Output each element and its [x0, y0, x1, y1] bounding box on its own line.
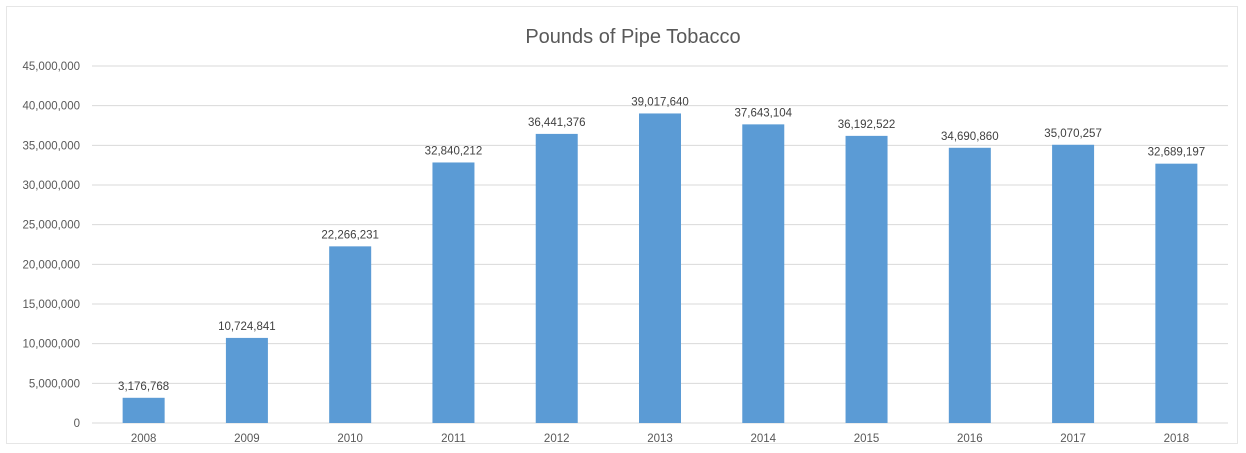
x-tick-label: 2008	[131, 433, 157, 445]
bar-2012	[535, 133, 578, 423]
y-tick-label: 35,000,000	[22, 140, 80, 152]
data-label-2017: 35,070,257	[1044, 128, 1102, 140]
data-label-2013: 39,017,640	[631, 96, 689, 108]
bar-2010	[329, 246, 372, 423]
data-label-2010: 22,266,231	[321, 229, 379, 241]
x-tick-label: 2012	[544, 433, 570, 445]
data-label-2015: 36,192,522	[838, 119, 896, 131]
y-tick-label: 15,000,000	[22, 299, 80, 311]
y-tick-label: 5,000,000	[29, 378, 80, 390]
bar-2014	[742, 124, 785, 423]
bar-2008	[122, 397, 165, 423]
data-label-2018: 32,689,197	[1148, 147, 1206, 159]
y-tick-label: 20,000,000	[22, 259, 80, 271]
bars	[122, 113, 1198, 424]
bar-2009	[225, 337, 268, 423]
x-tick-label: 2015	[854, 433, 880, 445]
data-label-2008: 3,176,768	[118, 381, 169, 393]
x-tick-label: 2009	[234, 433, 260, 445]
y-tick-label: 40,000,000	[22, 101, 80, 113]
data-label-2016: 34,690,860	[941, 131, 999, 143]
y-tick-label: 30,000,000	[22, 180, 80, 192]
bar-2018	[1155, 163, 1198, 423]
y-tick-label: 0	[74, 418, 80, 430]
gridlines	[92, 65, 1228, 424]
bar-2017	[1052, 144, 1095, 424]
x-tick-label: 2010	[337, 433, 363, 445]
x-tick-label: 2018	[1164, 433, 1190, 445]
x-tick-label: 2013	[647, 433, 673, 445]
y-tick-label: 25,000,000	[22, 220, 80, 232]
x-tick-label: 2016	[957, 433, 983, 445]
bar-2015	[845, 135, 888, 423]
y-axis-tick-labels: 0 5,000,000 10,000,000 15,000,000 20,000,000…	[22, 61, 80, 430]
x-tick-label: 2011	[441, 433, 466, 445]
bar-2013	[639, 113, 681, 423]
x-axis-tick-labels: 2008 2009 2010 2011 2012 2013 2014 2015 2016 2017…	[131, 433, 1189, 445]
y-tick-label: 10,000,000	[22, 339, 80, 351]
data-label-2011: 32,840,212	[425, 145, 483, 157]
data-label-2014: 37,643,104	[734, 107, 792, 119]
bar-2016	[948, 147, 991, 424]
x-tick-label: 2014	[750, 433, 776, 445]
bar-2011	[432, 162, 475, 423]
y-tick-label: 45,000,000	[22, 61, 80, 73]
x-tick-label: 2017	[1060, 433, 1086, 445]
data-label-2009: 10,724,841	[218, 321, 276, 333]
chart-title: Pounds of Pipe Tobacco	[525, 26, 740, 48]
data-label-2012: 36,441,376	[528, 117, 586, 129]
data-labels: 3,176,768 10,724,841 22,266,231 32,840,212 3…	[118, 96, 1205, 392]
